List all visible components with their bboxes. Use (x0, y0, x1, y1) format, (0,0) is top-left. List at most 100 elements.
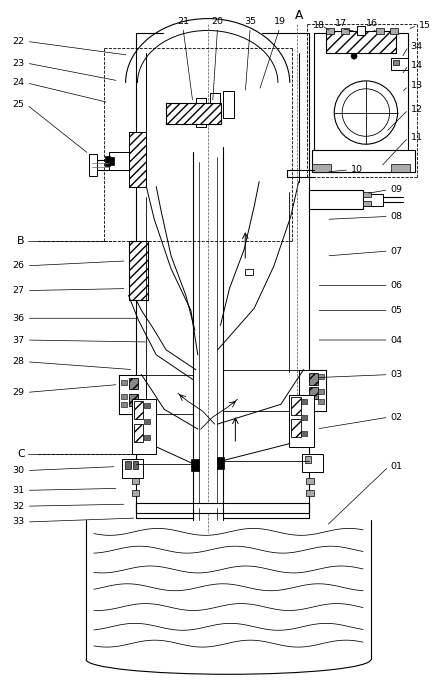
Bar (222, 91, 235, 119)
Bar (326, 29, 334, 34)
Bar (318, 400, 324, 404)
Text: 02: 02 (391, 413, 403, 421)
Bar (308, 190, 363, 209)
Bar (144, 403, 150, 409)
Text: 07: 07 (391, 246, 403, 256)
Bar (166, 103, 221, 124)
Bar (124, 460, 130, 469)
Text: 19: 19 (274, 17, 286, 26)
Bar (210, 93, 219, 121)
Bar (391, 58, 408, 70)
Text: 23: 23 (12, 59, 24, 68)
Bar (119, 374, 146, 414)
Bar (301, 431, 307, 436)
Bar (166, 103, 221, 124)
Text: 14: 14 (410, 61, 422, 70)
Text: 35: 35 (244, 17, 256, 26)
Bar (131, 400, 156, 454)
Text: 33: 33 (12, 518, 24, 527)
Bar (109, 152, 129, 170)
Bar (305, 490, 314, 496)
Bar (318, 374, 324, 379)
Bar (137, 503, 308, 513)
Bar (129, 132, 146, 187)
Text: 12: 12 (410, 105, 422, 114)
Bar (376, 29, 384, 34)
Text: 22: 22 (12, 37, 24, 46)
Text: 28: 28 (12, 357, 24, 366)
Bar (291, 398, 301, 415)
Bar (129, 378, 139, 389)
Text: 37: 37 (12, 336, 24, 344)
Bar (144, 419, 150, 424)
Bar (129, 241, 148, 301)
Text: 09: 09 (391, 186, 403, 194)
Bar (291, 419, 301, 437)
Bar (299, 370, 326, 411)
Bar (122, 459, 143, 479)
Bar (311, 150, 416, 172)
Text: 03: 03 (391, 370, 403, 379)
Text: 17: 17 (335, 19, 347, 28)
Text: 30: 30 (12, 466, 24, 475)
Text: B: B (17, 236, 25, 246)
Bar (129, 394, 139, 406)
Bar (390, 29, 397, 34)
Bar (326, 31, 396, 53)
Bar (121, 394, 127, 400)
Bar (105, 156, 110, 166)
Bar (318, 389, 324, 394)
Bar (133, 401, 143, 419)
Bar (305, 456, 311, 462)
Bar (311, 164, 331, 172)
Text: 25: 25 (12, 100, 24, 109)
Text: 11: 11 (410, 133, 422, 142)
Circle shape (351, 53, 357, 59)
Text: 26: 26 (12, 261, 24, 270)
Text: 36: 36 (12, 314, 24, 323)
Bar (129, 241, 148, 301)
Bar (196, 98, 206, 128)
Bar (357, 25, 365, 35)
Bar (216, 457, 225, 469)
Bar (133, 460, 139, 469)
Circle shape (334, 81, 397, 144)
Text: 04: 04 (391, 336, 403, 344)
Bar (326, 31, 396, 53)
Text: 15: 15 (419, 21, 431, 30)
Text: 20: 20 (212, 17, 224, 26)
Text: 32: 32 (12, 502, 24, 511)
Bar (341, 29, 349, 34)
Bar (305, 479, 314, 484)
Bar (308, 372, 318, 385)
Bar (301, 400, 307, 404)
Text: 16: 16 (366, 19, 378, 28)
Bar (245, 269, 253, 275)
Bar (363, 192, 371, 196)
Text: A: A (295, 9, 303, 22)
Text: 10: 10 (351, 166, 363, 175)
Bar (289, 396, 314, 447)
Text: 06: 06 (391, 281, 403, 290)
Bar (391, 164, 410, 172)
Bar (363, 201, 371, 205)
Text: 08: 08 (391, 212, 403, 221)
Text: 34: 34 (410, 42, 422, 50)
Text: 31: 31 (12, 486, 24, 495)
Text: 18: 18 (312, 21, 324, 30)
Bar (144, 435, 150, 440)
Bar (121, 402, 127, 407)
Bar (302, 454, 324, 471)
Bar (314, 33, 408, 172)
Bar (131, 490, 140, 496)
Text: 05: 05 (391, 306, 403, 315)
Bar (308, 387, 318, 400)
Text: 27: 27 (12, 286, 24, 295)
Bar (89, 154, 97, 176)
Bar (133, 424, 143, 442)
Bar (191, 459, 199, 471)
Bar (301, 415, 307, 420)
Circle shape (342, 89, 390, 136)
Text: 29: 29 (12, 388, 24, 397)
Bar (131, 479, 140, 484)
